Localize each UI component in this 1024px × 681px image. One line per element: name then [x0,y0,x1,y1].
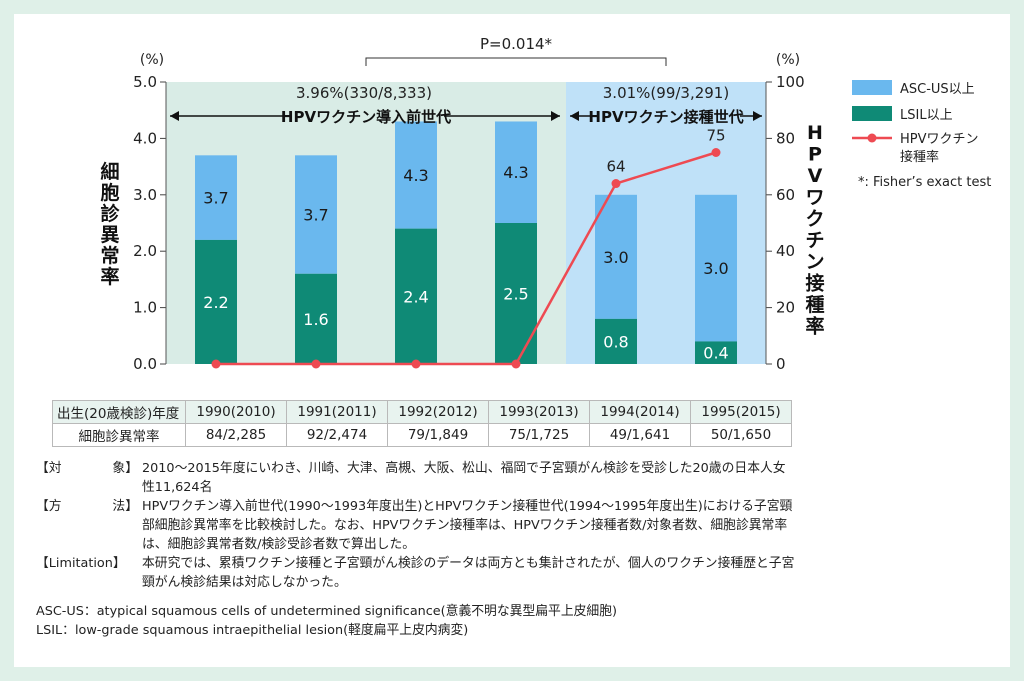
vaccination-rate-point [311,359,321,369]
rate-cell: 75/1,725 [488,423,590,447]
legend-ascus-swatch [852,80,892,95]
lsil-value-label: 2.4 [403,287,428,306]
year-cell: 1995(2015) [690,400,792,424]
lsil-bar [695,341,737,364]
right-axis-tick-label: 40 [776,242,795,260]
left-axis-unit: (%) [140,52,164,68]
p-value-bracket [365,57,667,66]
total-value-label: 3.0 [603,248,628,267]
post-period-label: HPVワクチン接種世代 [588,108,743,126]
lsil-value-label: 2.2 [203,293,228,312]
abbr-lsil: LSIL：low-grade squamous intraepithelial … [36,623,469,638]
vaccination-rate-label: 64 [606,158,625,176]
legend-rate-label: HPVワクチン [900,132,979,147]
ascus-bar [295,155,337,274]
left-axis-tick-label: 5.0 [133,73,157,91]
post-period-arrow-right-head [753,111,762,121]
right-axis-tick-label: 100 [776,73,805,91]
note-limitation: 【Limitation】 本研究では、累積ワクチン接種と子宮頸がん検診のデータは… [36,554,796,592]
right-axis-tick-label: 60 [776,186,795,204]
pre-period-label: HPVワクチン導入前世代 [281,108,451,126]
left-axis-title: 細胞診異常率 [100,160,120,288]
left-axis-tick-label: 2.0 [133,242,157,260]
year-cell: 1990(2010) [185,400,287,424]
right-axis-tick-label: 20 [776,299,795,317]
rate-cell: 49/1,641 [589,423,691,447]
rate-cell: 84/2,285 [185,423,287,447]
note-target-label: 【対 象】 [36,461,138,476]
ascus-bar [395,121,437,229]
vaccination-rate-point [511,359,521,369]
pre-period-arrow-left-head [170,111,179,121]
legend-fisher-note: *: Fisher’s exact test [858,175,991,190]
lsil-bar [395,228,437,364]
table-row-abnormal-rate: 細胞診異常率 84/2,285 92/2,474 79/1,849 75/1,7… [52,423,792,447]
row-header-abnormal-rate: 細胞診異常率 [52,423,186,447]
rate-cell: 79/1,849 [387,423,489,447]
ascus-bar [495,121,537,223]
left-axis-tick-label: 4.0 [133,129,157,147]
abbr-ascus: ASC-US：atypical squamous cells of undete… [36,604,618,619]
lsil-value-label: 0.4 [703,344,728,363]
legend-lsil-label: LSIL以上 [900,108,953,123]
vaccination-rate-point [211,359,221,369]
legend-ascus-label: ASC-US以上 [900,82,975,97]
legend-rate-marker [867,133,877,143]
post-period-arrow-left-head [570,111,579,121]
ascus-bar [695,194,737,342]
note-method-label: 【方 法】 [36,499,138,514]
total-value-label: 4.3 [503,163,528,182]
year-cell: 1994(2014) [589,400,691,424]
lsil-bar [295,273,337,364]
right-axis-tick-label: 0 [776,355,786,373]
pre-period-arrow-right-head [551,111,560,121]
pre-period-summary: 3.96%(330/8,333) [296,84,432,102]
rate-cell: 92/2,474 [286,423,388,447]
vaccination-rate-point [711,148,721,157]
lsil-bar [595,318,637,364]
data-table: 出生(20歳検診)年度 1990(2010) 1991(2011) 1992(2… [52,400,792,447]
note-limitation-label: 【Limitation】 [36,556,126,571]
total-value-label: 3.7 [303,206,328,225]
total-value-label: 4.3 [403,166,428,185]
ascus-bar [195,155,237,240]
note-limitation-text: 本研究では、累積ワクチン接種と子宮頸がん検診のデータは両方とも集計されたが、個人… [142,556,795,590]
right-axis-unit: (%) [776,52,800,68]
rate-cell: 50/1,650 [690,423,792,447]
year-cell: 1993(2013) [488,400,590,424]
right-axis-title: H P V ワクチン接種率 [805,122,824,338]
legend-lsil-swatch [852,106,892,121]
chart: 0.0 1.0 2.0 3.0 4.0 5.0 0 20 40 60 80 100 (%) (%) 細胞診異… [100,35,991,373]
lsil-value-label: 1.6 [303,310,328,329]
left-axis-tick-label: 0.0 [133,355,157,373]
table-row-birth-year: 出生(20歳検診)年度 1990(2010) 1991(2011) 1992(2… [52,400,792,424]
legend-rate-label-2: 接種率 [900,149,939,165]
vaccination-rate-point [611,179,621,189]
lsil-value-label: 2.5 [503,285,528,304]
lsil-bar [195,239,237,364]
note-method-text: HPVワクチン導入前世代(1990～1993年度出生)とHPVワクチン接種世代(… [142,499,793,552]
post-period-summary: 3.01%(99/3,291) [603,84,729,102]
note-target-text: 2010～2015年度にいわき、川崎、大津、高槻、大阪、松山、福岡で子宮頸がん検… [142,461,786,495]
right-axis-tick-label: 80 [776,129,795,147]
p-value-label: P=0.014* [480,35,553,53]
year-cell: 1991(2011) [286,400,388,424]
year-cell: 1992(2012) [387,400,489,424]
note-target: 【対 象】 2010～2015年度にいわき、川崎、大津、高槻、大阪、松山、福岡で… [36,459,796,497]
left-axis-tick-label: 3.0 [133,186,157,204]
figure-card: 0.0 1.0 2.0 3.0 4.0 5.0 0 20 40 60 80 100 (%) (%) 細胞診異… [14,14,1010,667]
vaccination-rate-point [411,359,421,369]
ascus-bar [595,194,637,319]
abbreviations: ASC-US：atypical squamous cells of undete… [36,602,796,640]
vaccination-rate-label: 75 [706,127,725,145]
total-value-label: 3.0 [703,259,728,278]
lsil-value-label: 0.8 [603,332,628,351]
note-method: 【方 法】 HPVワクチン導入前世代(1990～1993年度出生)とHPVワクチ… [36,497,796,554]
vaccination-rate-line [216,151,717,366]
notes-section: 【対 象】 2010～2015年度にいわき、川崎、大津、高槻、大阪、松山、福岡で… [36,459,796,640]
left-axis-tick-label: 1.0 [133,299,157,317]
row-header-birth-year: 出生(20歳検診)年度 [52,400,186,424]
total-value-label: 3.7 [203,189,228,208]
